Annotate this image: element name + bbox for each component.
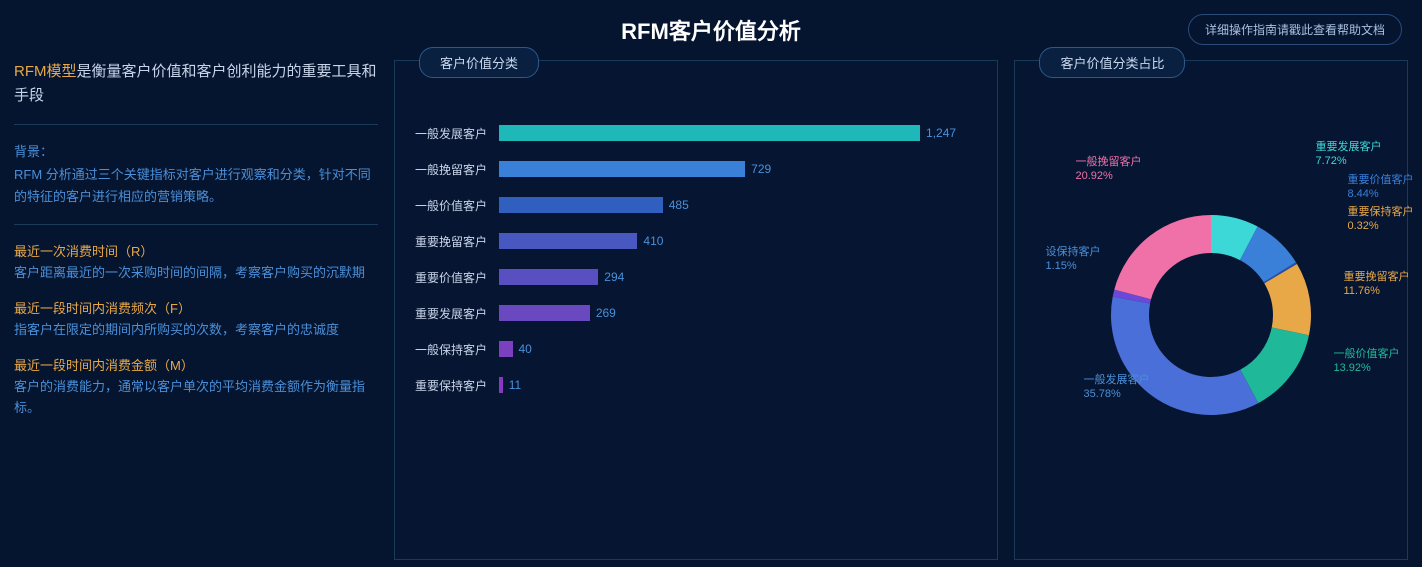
slice-pct: 1.15%: [1045, 259, 1100, 273]
metric-item: 最近一段时间内消费频次（F） 指客户在限定的期间内所购买的次数，考察客户的忠诚度: [14, 298, 378, 341]
slice-name: 重要挽留客户: [1343, 271, 1409, 283]
metric-item: 最近一次消费时间（R） 客户距离最近的一次采购时间的间隔，考察客户购买的沉默期: [14, 241, 378, 284]
bar-fill: [499, 161, 745, 177]
bar-track: 485: [499, 197, 977, 213]
bar-track: 11: [499, 377, 977, 393]
bar-track: 40: [499, 341, 977, 357]
bar-fill: [499, 377, 503, 393]
donut-slice-label: 重要发展客户7.72%: [1315, 140, 1381, 169]
bar-value: 485: [669, 198, 689, 212]
bar-row: 一般发展客户 1,247: [415, 115, 977, 151]
bar-row: 重要保持客户 11: [415, 367, 977, 403]
bar-row: 重要挽留客户 410: [415, 223, 977, 259]
bar-fill: [499, 197, 663, 213]
help-button[interactable]: 详细操作指南请戳此查看帮助文档: [1188, 14, 1402, 45]
bar-track: 1,247: [499, 125, 977, 141]
bar-value: 729: [751, 162, 771, 176]
slice-name: 重要价值客户: [1347, 174, 1413, 186]
bar-value: 11: [509, 378, 521, 392]
donut-chart-panel: 客户价值分类占比 重要发展客户7.72%重要价值客户8.44%重要保持客户0.3…: [1014, 60, 1408, 560]
donut-slice[interactable]: [1115, 215, 1212, 299]
metric-item: 最近一段时间内消费金额（M） 客户的消费能力，通常以客户单次的平均消费金额作为衡量…: [14, 355, 378, 419]
background-label: 背景：: [14, 141, 378, 160]
background-text: RFM 分析通过三个关键指标对客户进行观察和分类，针对不同的特征的客户进行相应的…: [14, 164, 378, 208]
bar-label: 一般保持客户: [415, 341, 499, 358]
bar-fill: [499, 305, 590, 321]
bar-track: 410: [499, 233, 977, 249]
intro-text: RFM模型是衡量客户价值和客户创利能力的重要工具和手段: [14, 60, 378, 108]
slice-pct: 35.78%: [1083, 387, 1149, 401]
donut-chart-title: 客户价值分类占比: [1039, 47, 1185, 78]
bar-track: 269: [499, 305, 977, 321]
bar-track: 729: [499, 161, 977, 177]
bar-row: 一般保持客户 40: [415, 331, 977, 367]
metric-desc: 指客户在限定的期间内所购买的次数，考察客户的忠诚度: [14, 320, 378, 341]
description-panel: RFM模型是衡量客户价值和客户创利能力的重要工具和手段 背景： RFM 分析通过…: [14, 60, 378, 560]
metric-title: 最近一段时间内消费金额（M）: [14, 355, 378, 374]
bar-track: 294: [499, 269, 977, 285]
slice-name: 重要保持客户: [1347, 206, 1413, 218]
donut-slice-label: 重要挽留客户11.76%: [1343, 270, 1409, 299]
slice-name: 设保持客户: [1045, 246, 1100, 258]
donut-slice-label: 设保持客户1.15%: [1045, 245, 1100, 274]
page-title: RFM客户价值分析: [621, 14, 801, 46]
bar-label: 重要挽留客户: [415, 233, 499, 250]
bar-value: 1,247: [926, 126, 956, 140]
slice-pct: 8.44%: [1347, 187, 1413, 201]
bar-row: 一般挽留客户 729: [415, 151, 977, 187]
slice-name: 重要发展客户: [1315, 141, 1381, 153]
donut-slice-label: 重要价值客户8.44%: [1347, 173, 1413, 202]
intro-highlight: RFM模型: [14, 63, 77, 80]
slice-name: 一般价值客户: [1333, 348, 1399, 360]
bar-label: 重要价值客户: [415, 269, 499, 286]
slice-pct: 11.76%: [1343, 284, 1409, 298]
slice-name: 一般发展客户: [1083, 374, 1149, 386]
metric-title: 最近一次消费时间（R）: [14, 241, 378, 260]
bar-fill: [499, 341, 513, 357]
donut-slice-label: 一般价值客户13.92%: [1333, 347, 1399, 376]
bar-fill: [499, 125, 920, 141]
metric-desc: 客户的消费能力，通常以客户单次的平均消费金额作为衡量指标。: [14, 377, 378, 419]
slice-pct: 13.92%: [1333, 361, 1399, 375]
slice-pct: 20.92%: [1075, 169, 1141, 183]
bar-label: 重要发展客户: [415, 305, 499, 322]
donut-slice-label: 重要保持客户0.32%: [1347, 205, 1413, 234]
bar-row: 重要发展客户 269: [415, 295, 977, 331]
bar-row: 重要价值客户 294: [415, 259, 977, 295]
donut-slice-label: 一般发展客户35.78%: [1083, 373, 1149, 402]
bar-label: 重要保持客户: [415, 377, 499, 394]
bar-value: 269: [596, 306, 616, 320]
metric-desc: 客户距离最近的一次采购时间的间隔，考察客户购买的沉默期: [14, 263, 378, 284]
bar-chart-panel: 客户价值分类 一般发展客户1,247一般挽留客户729一般价值客户485重要挽留…: [394, 60, 998, 560]
bar-value: 410: [643, 234, 663, 248]
bar-fill: [499, 233, 637, 249]
bar-label: 一般价值客户: [415, 197, 499, 214]
bar-fill: [499, 269, 598, 285]
bar-row: 一般价值客户 485: [415, 187, 977, 223]
slice-name: 一般挽留客户: [1075, 156, 1141, 168]
slice-pct: 0.32%: [1347, 219, 1413, 233]
bar-value: 294: [604, 270, 624, 284]
bar-label: 一般发展客户: [415, 125, 499, 142]
bar-chart-title: 客户价值分类: [419, 47, 539, 78]
bar-value: 40: [519, 342, 532, 356]
donut-slice-label: 一般挽留客户20.92%: [1075, 155, 1141, 184]
metric-title: 最近一段时间内消费频次（F）: [14, 298, 378, 317]
slice-pct: 7.72%: [1315, 154, 1381, 168]
bar-label: 一般挽留客户: [415, 161, 499, 178]
